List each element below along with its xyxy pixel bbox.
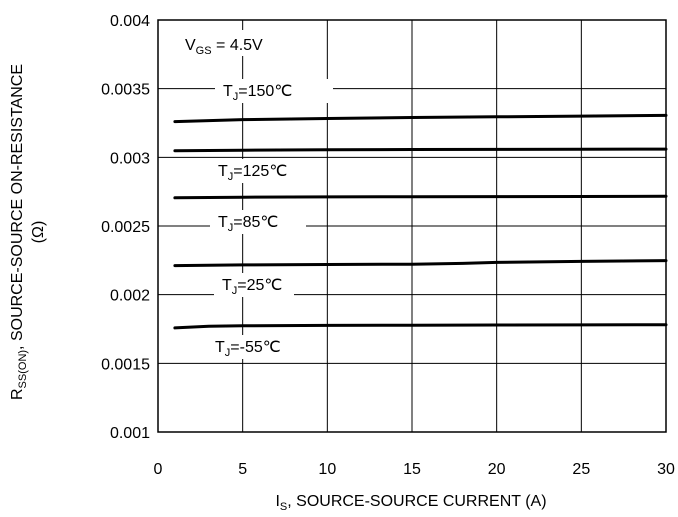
condition-mask: [176, 30, 294, 56]
series-line: [173, 194, 668, 200]
y-axis-title-main: R: [9, 388, 26, 400]
x-axis-title-main: I: [275, 493, 279, 510]
label-masks: [207, 79, 333, 359]
curve-label: TJ=125℃: [218, 163, 287, 183]
series-line: [173, 323, 668, 330]
y-tick-label: 0.003: [110, 150, 150, 167]
x-tick-label: 15: [403, 461, 421, 478]
curve-label: TJ=150℃: [223, 83, 292, 103]
x-tick-label: 25: [572, 461, 590, 478]
x-axis-title-sub: S: [280, 501, 287, 513]
curve-label-mask: [215, 79, 333, 103]
x-tick-label: 5: [238, 461, 247, 478]
y-tick-label: 0.001: [110, 425, 150, 442]
y-axis-title: RSS(ON), SOURCE-SOURCE ON-RESISTANCE: [9, 64, 29, 400]
condition-main: V: [185, 37, 196, 54]
x-axis-title-rest: , SOURCE-SOURCE CURRENT (A): [287, 493, 546, 510]
y-tick-label: 0.004: [110, 13, 150, 30]
series-line: [173, 259, 668, 268]
condition-rest: = 4.5V: [212, 37, 263, 54]
x-tick-label: 20: [488, 461, 506, 478]
y-tick-label: 0.0015: [101, 356, 150, 373]
x-axis-title: IS, SOURCE-SOURCE CURRENT (A): [275, 493, 546, 513]
condition-sub: GS: [196, 45, 212, 57]
y-tick-label: 0.002: [110, 288, 150, 305]
x-axis-ticks: 0 5 10 15 20 25 30: [154, 461, 675, 478]
series-line: [173, 147, 668, 153]
curve-label: TJ=85℃: [218, 214, 278, 234]
curve-label-mask: [214, 273, 294, 297]
plot-frame: [157, 19, 667, 433]
y-axis-title-rest: , SOURCE-SOURCE ON-RESISTANCE: [9, 64, 26, 350]
condition-label: VGS = 4.5V: [185, 37, 263, 57]
y-tick-label: 0.0035: [101, 82, 150, 99]
x-tick-label: 30: [657, 461, 675, 478]
y-axis-title-line2: (Ω): [30, 221, 47, 244]
curve-label-mask: [210, 159, 302, 183]
curve-label: TJ=25℃: [222, 277, 282, 297]
curve-labels: TJ=150℃ TJ=125℃ TJ=85℃ TJ=25℃ TJ=-55℃: [215, 83, 292, 359]
series-line: [173, 113, 668, 124]
curve-label-mask: [210, 210, 306, 234]
x-tick-label: 10: [318, 461, 336, 478]
y-tick-label: 0.0025: [101, 219, 150, 236]
curves: [173, 113, 668, 330]
curve-label-mask: [207, 335, 295, 359]
y-axis-ticks: 0.001 0.0015 0.002 0.0025 0.003 0.0035 0.004: [101, 13, 150, 442]
y-axis-title-sub: SS(ON): [17, 350, 29, 389]
curve-label: TJ=-55℃: [215, 339, 281, 359]
x-tick-label: 0: [154, 461, 163, 478]
